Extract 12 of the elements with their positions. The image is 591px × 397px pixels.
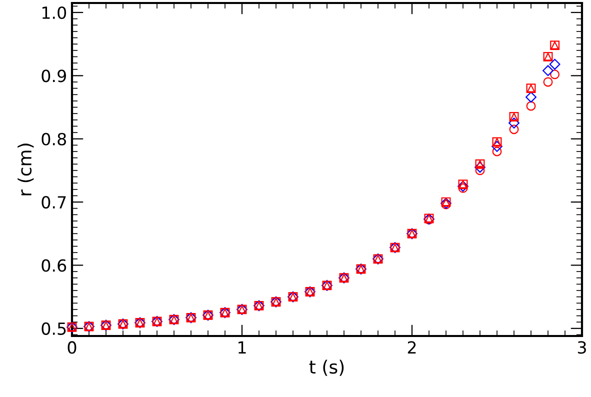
y-tick-label: 0.7	[42, 196, 66, 209]
x-tick-label: 0	[68, 341, 76, 354]
x-axis-title: t (s)	[309, 360, 344, 376]
x-tick-label: 2	[408, 341, 416, 354]
y-tick-label: 0.8	[42, 132, 66, 146]
x-tick-label: 3	[578, 341, 586, 354]
y-tick-label: 0.5	[42, 322, 66, 335]
y-tick-label: 1.0	[42, 6, 66, 20]
y-tick-label: 0.6	[42, 259, 66, 272]
x-tick-label: 1	[238, 341, 246, 354]
y-axis-title: r (cm)	[18, 144, 34, 196]
y-tick-label: 0.9	[42, 70, 66, 82]
